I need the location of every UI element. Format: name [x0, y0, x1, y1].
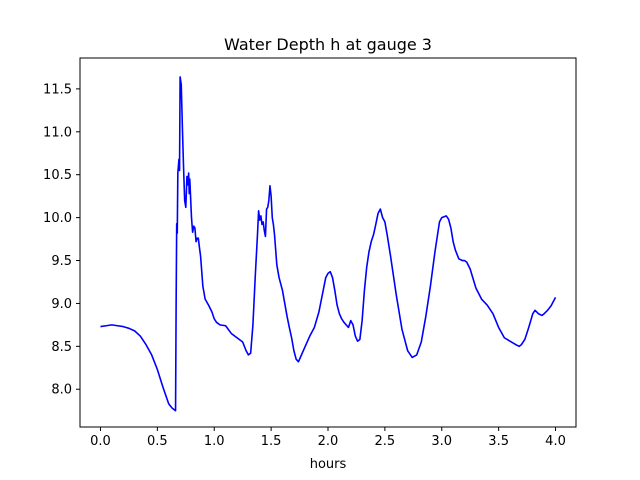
x-axis-label: hours	[310, 457, 347, 472]
plot-area	[100, 76, 557, 412]
y-tick-label: 8.5	[51, 340, 72, 355]
x-tick-label: 0.5	[147, 434, 168, 449]
y-tick-label: 11.5	[43, 82, 72, 97]
x-tick-label: 1.5	[261, 434, 282, 449]
y-tick-label: 9.0	[51, 297, 72, 312]
series-line-0	[100, 76, 557, 412]
y-tick-label: 11.0	[43, 125, 72, 140]
x-tick-label: 0.0	[90, 434, 111, 449]
x-tick-label: 4.0	[545, 434, 566, 449]
y-tick-label: 8.0	[51, 383, 72, 398]
plot-frame	[79, 57, 577, 428]
y-tick-label: 10.5	[43, 168, 72, 183]
y-axis-ticks: 8.0 8.5 9.0 9.5 10.0 10.5 11.0 11.5	[43, 82, 80, 398]
x-tick-label: 3.0	[431, 434, 452, 449]
y-tick-label: 10.0	[43, 211, 72, 226]
x-axis-ticks: 0.0 0.5 1.0 1.5 2.0 2.5 3.0 3.5 4.0	[90, 427, 566, 449]
x-tick-label: 3.5	[488, 434, 509, 449]
x-tick-label: 2.5	[375, 434, 396, 449]
chart-title: Water Depth h at gauge 3	[224, 35, 432, 54]
y-tick-label: 9.5	[51, 254, 72, 269]
x-tick-label: 2.0	[318, 434, 339, 449]
x-tick-label: 1.0	[204, 434, 225, 449]
